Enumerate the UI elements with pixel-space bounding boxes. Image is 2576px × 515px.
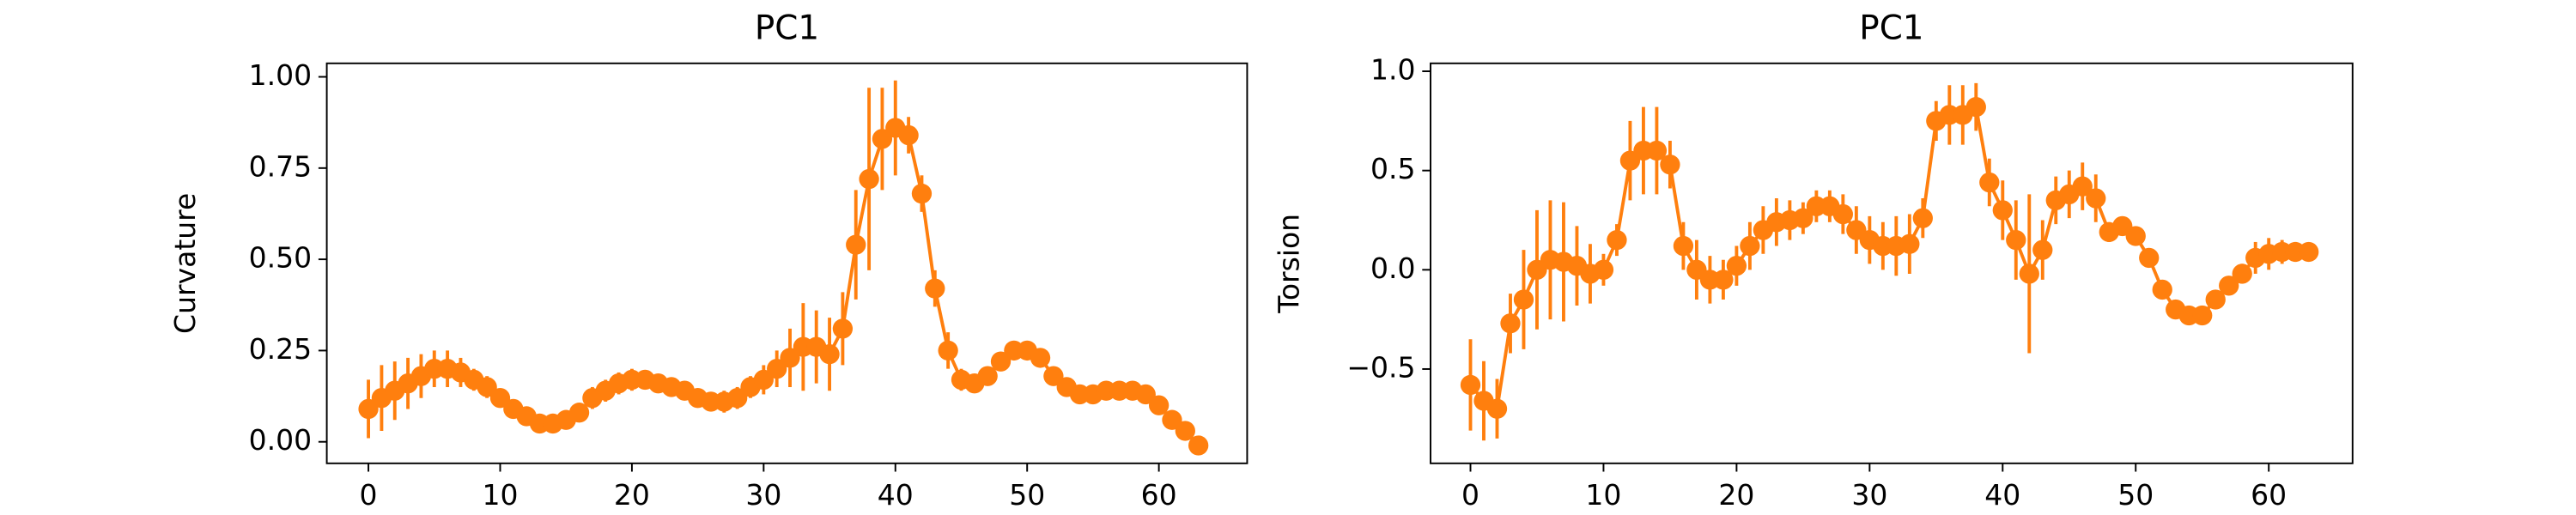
data-point xyxy=(753,369,774,391)
data-point xyxy=(2205,289,2226,310)
data-point xyxy=(1593,259,1614,280)
data-point xyxy=(1832,203,1854,225)
y-tick-label: 0.50 xyxy=(249,241,312,275)
data-point xyxy=(1713,270,1734,290)
data-point xyxy=(2299,241,2319,263)
data-point xyxy=(1726,256,1747,276)
data-point xyxy=(780,348,800,368)
data-point xyxy=(977,366,998,386)
x-tick-label: 50 xyxy=(2117,478,2154,512)
data-point xyxy=(1175,421,1195,441)
data-point xyxy=(477,377,497,397)
data-point xyxy=(898,124,919,146)
y-tick-label: 0.0 xyxy=(1370,251,1415,285)
data-point xyxy=(1740,235,1760,257)
y-tick-label: 0.75 xyxy=(249,149,312,183)
data-point xyxy=(358,398,379,420)
y-tick-label: 1.00 xyxy=(249,58,312,92)
data-point xyxy=(1793,208,1814,228)
chart-title: PC1 xyxy=(1859,9,1923,47)
data-point xyxy=(872,129,893,149)
data-point xyxy=(1646,140,1668,161)
y-axis-label: Torsion xyxy=(1272,214,1305,314)
data-point xyxy=(990,351,1012,372)
data-point xyxy=(2006,229,2026,251)
data-point xyxy=(1965,97,1986,118)
y-tick-label: 0.00 xyxy=(249,423,312,457)
data-point xyxy=(2032,239,2053,260)
data-point xyxy=(1513,289,1534,310)
x-tick-label: 30 xyxy=(1851,478,1887,512)
x-tick-label: 0 xyxy=(360,478,378,512)
y-tick-label: 1.0 xyxy=(1370,53,1415,87)
data-point xyxy=(568,403,590,423)
data-point xyxy=(2086,188,2106,209)
x-tick-label: 30 xyxy=(745,478,781,512)
x-tick-label: 40 xyxy=(1984,478,2020,512)
data-point xyxy=(819,344,840,365)
x-tick-label: 10 xyxy=(1585,478,1621,512)
data-point xyxy=(2152,279,2172,300)
data-point xyxy=(859,168,879,190)
data-point xyxy=(938,340,958,361)
data-point xyxy=(1030,348,1051,368)
data-point xyxy=(1660,154,1680,175)
data-point xyxy=(1162,409,1182,430)
x-tick-label: 60 xyxy=(2251,478,2287,512)
data-point xyxy=(727,388,748,409)
data-point xyxy=(767,359,787,379)
y-axis-label: Curvature xyxy=(168,193,202,334)
axes-frame xyxy=(325,62,1249,464)
data-point xyxy=(1992,200,2013,221)
data-point xyxy=(1607,229,1627,251)
data-point xyxy=(2192,305,2213,326)
x-tick-label: 20 xyxy=(1718,478,1754,512)
data-point xyxy=(2125,226,2146,246)
data-point xyxy=(2232,264,2252,284)
data-point xyxy=(1912,208,1933,228)
data-point xyxy=(925,278,945,299)
data-point xyxy=(1460,374,1481,396)
y-tick-label: −0.5 xyxy=(1346,350,1415,384)
x-tick-label: 50 xyxy=(1009,478,1045,512)
x-tick-label: 20 xyxy=(614,478,650,512)
data-point xyxy=(1043,366,1064,386)
data-point xyxy=(832,318,854,339)
data-point xyxy=(846,234,866,255)
axes-frame xyxy=(1430,62,2354,464)
data-point xyxy=(489,388,511,409)
data-point xyxy=(911,183,933,204)
data-point xyxy=(1135,384,1156,405)
x-tick-label: 0 xyxy=(1461,478,1479,512)
x-tick-label: 40 xyxy=(878,478,914,512)
data-point xyxy=(1899,233,1920,254)
data-point xyxy=(2072,176,2093,197)
x-tick-label: 10 xyxy=(482,478,518,512)
data-point xyxy=(1148,395,1170,415)
data-point xyxy=(1673,235,1694,257)
chart-title: PC1 xyxy=(755,9,819,47)
data-point xyxy=(2019,264,2039,284)
y-tick-label: 0.5 xyxy=(1370,152,1415,185)
data-point xyxy=(2219,276,2239,296)
data-point xyxy=(1486,398,1508,419)
data-point xyxy=(1979,172,2000,193)
data-point xyxy=(1188,435,1209,456)
y-tick-label: 0.25 xyxy=(249,332,312,366)
data-point xyxy=(2139,247,2160,269)
data-point xyxy=(1500,313,1521,334)
x-tick-label: 60 xyxy=(1141,478,1177,512)
